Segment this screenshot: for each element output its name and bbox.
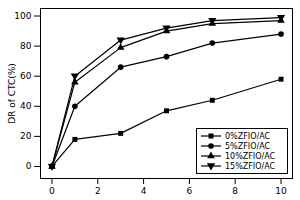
- svg-text:0%ZFIO/AC: 0%ZFIO/AC: [225, 132, 270, 141]
- svg-text:5%ZFIO/AC: 5%ZFIO/AC: [225, 142, 270, 151]
- svg-text:6: 6: [187, 186, 193, 196]
- svg-text:15%ZFIO/AC: 15%ZFIO/AC: [225, 162, 276, 171]
- svg-text:10: 10: [275, 186, 287, 196]
- svg-text:DR of CTC(%): DR of CTC(%): [7, 63, 17, 124]
- svg-text:2: 2: [95, 186, 101, 196]
- svg-text:10%ZFIO/AC: 10%ZFIO/AC: [225, 152, 276, 161]
- svg-text:80: 80: [20, 41, 32, 51]
- svg-text:60: 60: [20, 71, 32, 81]
- svg-text:0: 0: [49, 186, 55, 196]
- svg-text:100: 100: [14, 11, 31, 21]
- svg-text:4: 4: [141, 186, 147, 196]
- svg-text:20: 20: [20, 131, 32, 141]
- svg-text:40: 40: [20, 101, 32, 111]
- svg-text:0: 0: [26, 161, 32, 171]
- svg-text:8: 8: [232, 186, 238, 196]
